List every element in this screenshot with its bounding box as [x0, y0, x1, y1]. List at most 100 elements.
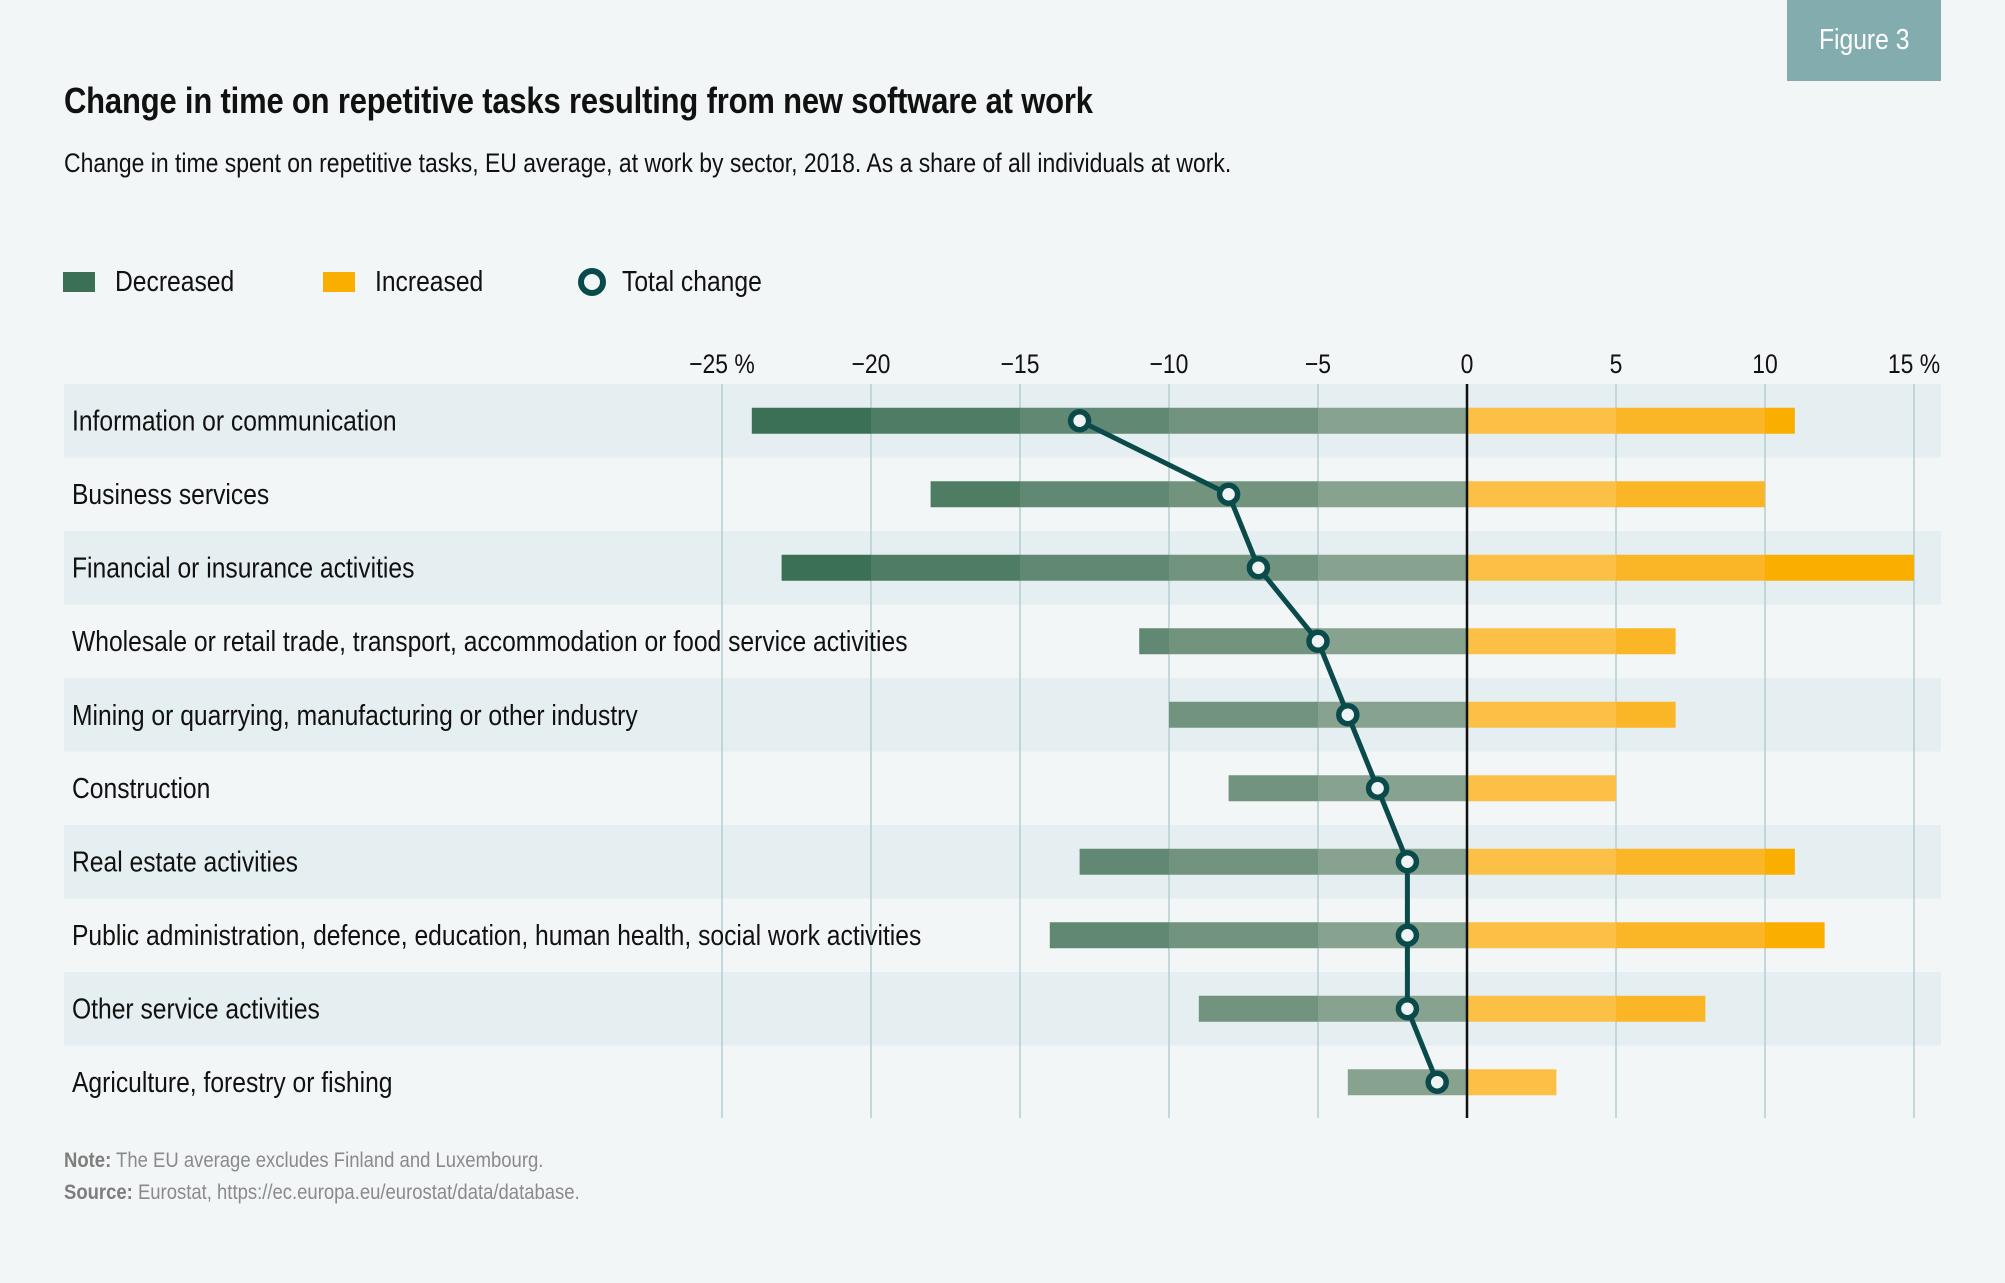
- bar-increased: [1467, 407, 1616, 434]
- bar-increased: [1765, 848, 1795, 875]
- bar-decreased: [1049, 922, 1169, 949]
- category-label: Wholesale or retail trade, transport, ac…: [72, 625, 908, 657]
- notes: Note: The EU average excludes Finland an…: [64, 1145, 650, 1209]
- bar-decreased: [1020, 481, 1169, 508]
- bar-decreased: [930, 481, 1020, 508]
- category-label: Financial or insurance activities: [72, 552, 414, 584]
- bar-increased: [1467, 628, 1616, 655]
- total-change-marker: [1246, 556, 1271, 580]
- legend-label-total: Total change: [622, 265, 762, 298]
- bar-increased: [1616, 848, 1765, 875]
- x-tick-label: −5: [1305, 349, 1331, 379]
- x-tick-label: −15: [1001, 349, 1040, 379]
- category-label: Real estate activities: [72, 846, 298, 878]
- bar-decreased: [1169, 848, 1318, 875]
- total-change-marker: [1395, 850, 1420, 874]
- bar-increased: [1616, 481, 1765, 508]
- bar-decreased: [1169, 481, 1318, 508]
- bar-increased: [1467, 922, 1616, 949]
- bar-increased: [1616, 628, 1676, 655]
- source-text: Eurostat, https://ec.europa.eu/eurostat/…: [132, 1181, 580, 1204]
- category-label: Mining or quarrying, manufacturing or ot…: [72, 699, 638, 731]
- bar-decreased: [1318, 554, 1467, 581]
- legend-swatch-increased: [323, 272, 355, 292]
- bar-decreased: [1169, 628, 1318, 655]
- total-change-marker: [1365, 776, 1390, 800]
- legend-label-increased: Increased: [375, 265, 484, 298]
- figure-badge-label: Figure 3: [1818, 24, 1910, 56]
- bar-increased: [1616, 995, 1706, 1022]
- bar-decreased: [1079, 848, 1169, 875]
- bar-increased: [1467, 701, 1616, 728]
- total-change-marker: [1067, 409, 1092, 433]
- bar-increased: [1467, 1069, 1557, 1096]
- category-label: Public administration, defence, educatio…: [72, 919, 921, 951]
- category-label: Business services: [72, 478, 269, 510]
- total-change-marker: [1425, 1070, 1449, 1094]
- bar-increased: [1616, 922, 1765, 949]
- total-change-marker: [1395, 923, 1420, 947]
- bar-decreased: [871, 407, 1020, 434]
- bar-decreased: [1318, 995, 1467, 1022]
- bar-decreased: [1318, 628, 1467, 655]
- bar-decreased: [1169, 701, 1318, 728]
- bar-decreased: [1318, 848, 1467, 875]
- x-tick-label: 10: [1752, 349, 1778, 379]
- total-change-marker: [1306, 629, 1330, 653]
- total-change-marker: [1336, 703, 1360, 727]
- bar-decreased: [1139, 628, 1169, 655]
- chart-subtitle: Change in time spent on repetitive tasks…: [64, 148, 1232, 178]
- bar-increased: [1467, 775, 1616, 802]
- bar-increased: [1467, 995, 1616, 1022]
- bar-decreased: [1318, 481, 1467, 508]
- bar-decreased: [1169, 407, 1318, 434]
- chart-title: Change in time on repetitive tasks resul…: [64, 80, 1093, 121]
- bar-increased: [1467, 848, 1616, 875]
- bar-decreased: [1318, 922, 1467, 949]
- total-change-marker: [1216, 482, 1241, 506]
- x-tick-label: −25 %: [689, 349, 755, 379]
- bar-increased: [1616, 554, 1765, 581]
- x-tick-label: −10: [1150, 349, 1189, 379]
- bar-increased: [1467, 554, 1616, 581]
- bar-increased: [1616, 701, 1676, 728]
- figure-badge: Figure 3: [1787, 0, 1941, 81]
- category-label: Agriculture, forestry or fishing: [72, 1066, 392, 1098]
- bar-decreased: [1318, 775, 1467, 802]
- legend-swatch-decreased: [63, 272, 95, 292]
- note-label: Note:: [64, 1149, 112, 1172]
- source-label: Source:: [64, 1181, 133, 1204]
- bar-decreased: [1020, 554, 1169, 581]
- legend-label-decreased: Decreased: [115, 265, 235, 298]
- x-tick-label: 15 %: [1888, 349, 1940, 379]
- note-line: Note: The EU average excludes Finland an…: [64, 1145, 580, 1177]
- bar-decreased: [871, 554, 1020, 581]
- bar-increased: [1765, 922, 1825, 949]
- source-line: Source: Eurostat, https://ec.europa.eu/e…: [64, 1177, 580, 1209]
- bar-decreased: [1347, 1069, 1467, 1096]
- legend-item-total: Total change: [573, 262, 786, 302]
- legend-ring-icon: [578, 268, 606, 296]
- bar-increased: [1765, 407, 1795, 434]
- legend-item-decreased: Decreased: [63, 262, 255, 302]
- bar-decreased: [1318, 407, 1467, 434]
- bar-increased: [1616, 407, 1765, 434]
- bar-decreased: [781, 554, 871, 581]
- x-tick-label: 0: [1461, 349, 1474, 379]
- total-change-marker: [1395, 997, 1420, 1021]
- category-label: Information or communication: [72, 405, 397, 437]
- bar-decreased: [1169, 922, 1318, 949]
- note-text: The EU average excludes Finland and Luxe…: [111, 1149, 544, 1172]
- bar-increased: [1765, 554, 1914, 581]
- bar-decreased: [1228, 775, 1318, 802]
- category-label: Construction: [72, 772, 210, 804]
- x-tick-label: −20: [852, 349, 891, 379]
- legend-item-increased: Increased: [323, 262, 502, 302]
- x-tick-label: 5: [1610, 349, 1623, 379]
- bar-decreased: [1198, 995, 1318, 1022]
- total-change-line: [1078, 418, 1440, 1084]
- bar-decreased: [1169, 554, 1318, 581]
- bar-decreased: [751, 407, 871, 434]
- bar-increased: [1467, 481, 1616, 508]
